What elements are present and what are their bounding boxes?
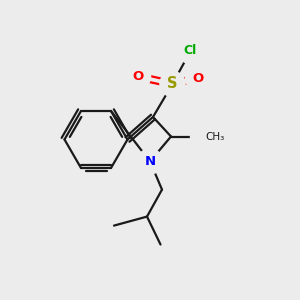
Text: O: O bbox=[192, 71, 204, 85]
Circle shape bbox=[178, 38, 203, 64]
Circle shape bbox=[137, 149, 163, 174]
Text: S: S bbox=[167, 76, 178, 92]
Circle shape bbox=[125, 64, 151, 89]
Circle shape bbox=[190, 123, 218, 150]
Text: N: N bbox=[144, 155, 156, 168]
Text: CH₃: CH₃ bbox=[206, 131, 225, 142]
Text: O: O bbox=[132, 70, 144, 83]
Text: Cl: Cl bbox=[184, 44, 197, 58]
Circle shape bbox=[160, 71, 185, 97]
Circle shape bbox=[185, 65, 211, 91]
